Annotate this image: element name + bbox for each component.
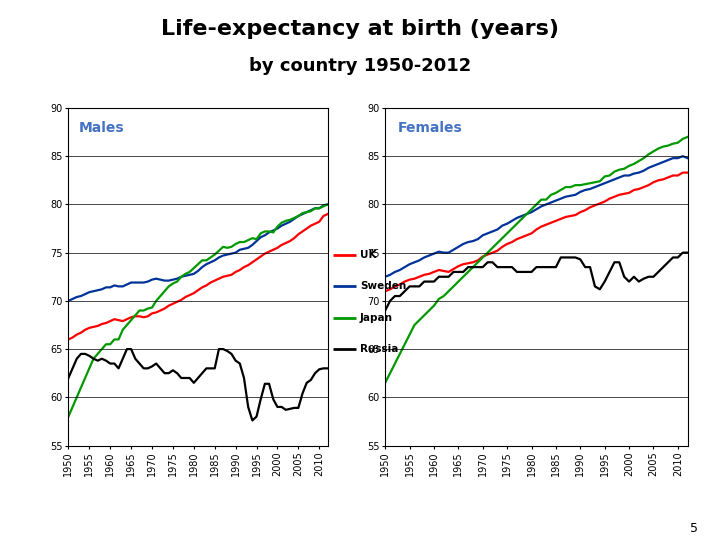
Text: Males: Males	[78, 122, 125, 136]
Text: Sweden: Sweden	[360, 281, 406, 292]
Text: 5: 5	[690, 522, 698, 535]
Text: Life-expectancy at birth (years): Life-expectancy at birth (years)	[161, 19, 559, 39]
Text: by country 1950-2012: by country 1950-2012	[249, 57, 471, 75]
Text: UK: UK	[360, 250, 377, 260]
Text: Japan: Japan	[360, 313, 393, 323]
Text: Females: Females	[397, 122, 462, 136]
Text: Russia: Russia	[360, 344, 398, 354]
